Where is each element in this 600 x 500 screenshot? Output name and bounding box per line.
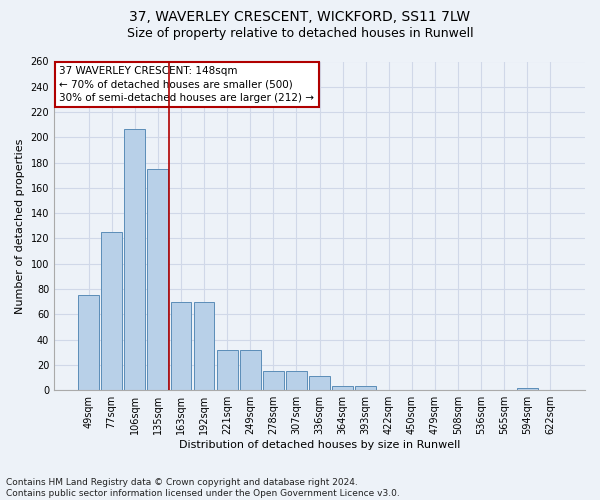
Text: 37 WAVERLEY CRESCENT: 148sqm
← 70% of detached houses are smaller (500)
30% of s: 37 WAVERLEY CRESCENT: 148sqm ← 70% of de… bbox=[59, 66, 314, 103]
Bar bbox=[332, 386, 353, 390]
Bar bbox=[194, 302, 214, 390]
Text: 37, WAVERLEY CRESCENT, WICKFORD, SS11 7LW: 37, WAVERLEY CRESCENT, WICKFORD, SS11 7L… bbox=[130, 10, 470, 24]
Bar bbox=[309, 376, 330, 390]
Y-axis label: Number of detached properties: Number of detached properties bbox=[15, 138, 25, 314]
Text: Size of property relative to detached houses in Runwell: Size of property relative to detached ho… bbox=[127, 28, 473, 40]
Text: Contains HM Land Registry data © Crown copyright and database right 2024.
Contai: Contains HM Land Registry data © Crown c… bbox=[6, 478, 400, 498]
Bar bbox=[263, 371, 284, 390]
Bar bbox=[124, 128, 145, 390]
Bar bbox=[101, 232, 122, 390]
X-axis label: Distribution of detached houses by size in Runwell: Distribution of detached houses by size … bbox=[179, 440, 460, 450]
Bar bbox=[355, 386, 376, 390]
Bar bbox=[170, 302, 191, 390]
Bar bbox=[217, 350, 238, 390]
Bar bbox=[240, 350, 260, 390]
Bar bbox=[286, 371, 307, 390]
Bar bbox=[148, 169, 168, 390]
Bar bbox=[517, 388, 538, 390]
Bar bbox=[78, 296, 99, 390]
